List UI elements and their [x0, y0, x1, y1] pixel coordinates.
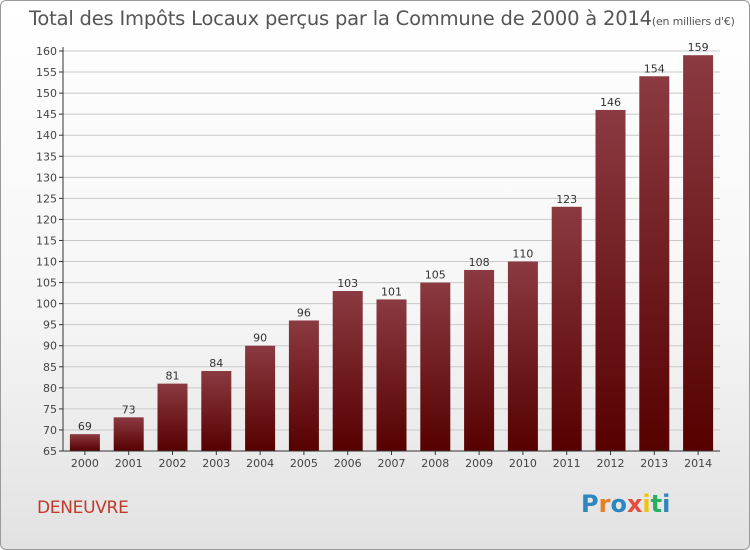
proxiti-logo: Proxiti: [581, 490, 670, 518]
x-tick-label-2014: 2014: [684, 457, 712, 470]
x-tick-label-2005: 2005: [290, 457, 318, 470]
y-tick-label: 110: [36, 256, 57, 269]
x-tick-label-2004: 2004: [246, 457, 274, 470]
bar-2006: [332, 291, 363, 451]
y-tick-label: 155: [36, 66, 57, 79]
data-label-2010: 110: [512, 248, 533, 261]
x-tick-label-2013: 2013: [640, 457, 668, 470]
bar-2010: [507, 261, 538, 451]
data-label-2001: 73: [122, 403, 136, 416]
y-tick-label: 70: [43, 424, 57, 437]
bar-2008: [420, 282, 451, 451]
x-tick-label-2001: 2001: [115, 457, 143, 470]
data-label-2005: 96: [297, 306, 311, 319]
y-tick-label: 75: [43, 403, 57, 416]
x-tick-label-2008: 2008: [421, 457, 449, 470]
logo-letter: o: [610, 490, 627, 518]
bar-2000: [69, 434, 100, 451]
y-tick-label: 120: [36, 213, 57, 226]
y-tick-label: 145: [36, 108, 57, 121]
x-tick-label-2010: 2010: [509, 457, 537, 470]
bar-2001: [113, 417, 144, 451]
data-label-2003: 84: [209, 357, 223, 370]
bar-2007: [376, 299, 407, 451]
data-label-2006: 103: [337, 277, 358, 290]
data-label-2000: 69: [78, 420, 92, 433]
y-tick-label: 160: [36, 45, 57, 58]
bar-2003: [201, 371, 232, 451]
logo-letter: i: [662, 490, 671, 518]
y-tick-label: 90: [43, 340, 57, 353]
logo-letter: i: [642, 490, 651, 518]
bar-2011: [551, 206, 582, 451]
data-label-2002: 81: [166, 370, 180, 383]
data-label-2013: 154: [644, 62, 665, 75]
y-tick-label: 85: [43, 361, 57, 374]
y-tick-label: 130: [36, 171, 57, 184]
logo-letter: t: [650, 490, 663, 518]
chart-unit: (en milliers d'€): [651, 15, 735, 28]
data-label-2012: 146: [600, 96, 621, 109]
data-label-2014: 159: [688, 41, 709, 54]
logo-letter: P: [581, 490, 599, 518]
y-tick-label: 100: [36, 298, 57, 311]
data-label-2011: 123: [556, 193, 577, 206]
y-tick-label: 95: [43, 319, 57, 332]
x-tick-label-2002: 2002: [159, 457, 187, 470]
logo-letter: r: [598, 490, 611, 518]
bar-2009: [464, 269, 495, 451]
data-label-2007: 101: [381, 285, 402, 298]
x-tick-label-2000: 2000: [71, 457, 99, 470]
data-label-2004: 90: [253, 332, 267, 345]
data-label-2009: 108: [469, 256, 490, 269]
bar-2002: [157, 383, 188, 451]
x-tick-label-2009: 2009: [465, 457, 493, 470]
y-tick-label: 135: [36, 150, 57, 163]
y-tick-label: 65: [43, 445, 57, 458]
commune-name: DENEUVRE: [37, 498, 129, 518]
bar-2004: [245, 345, 276, 451]
x-tick-label-2007: 2007: [378, 457, 406, 470]
y-tick-label: 80: [43, 382, 57, 395]
bar-2012: [595, 109, 626, 452]
bar-2013: [639, 76, 670, 452]
bar-2005: [288, 320, 319, 451]
x-tick-label-2012: 2012: [597, 457, 625, 470]
x-tick-label-2003: 2003: [202, 457, 230, 470]
x-tick-label-2006: 2006: [334, 457, 362, 470]
chart-title-text: Total des Impôts Locaux perçus par la Co…: [29, 7, 652, 30]
data-label-2008: 105: [425, 269, 446, 282]
y-tick-label: 140: [36, 129, 57, 142]
y-tick-label: 150: [36, 87, 57, 100]
chart-title: Total des Impôts Locaux perçus par la Co…: [29, 7, 735, 30]
logo-letter: x: [626, 490, 643, 518]
y-tick-label: 125: [36, 192, 57, 205]
y-tick-label: 105: [36, 277, 57, 290]
bar-2014: [683, 55, 714, 452]
y-tick-label: 115: [36, 234, 57, 247]
x-tick-label-2011: 2011: [553, 457, 581, 470]
